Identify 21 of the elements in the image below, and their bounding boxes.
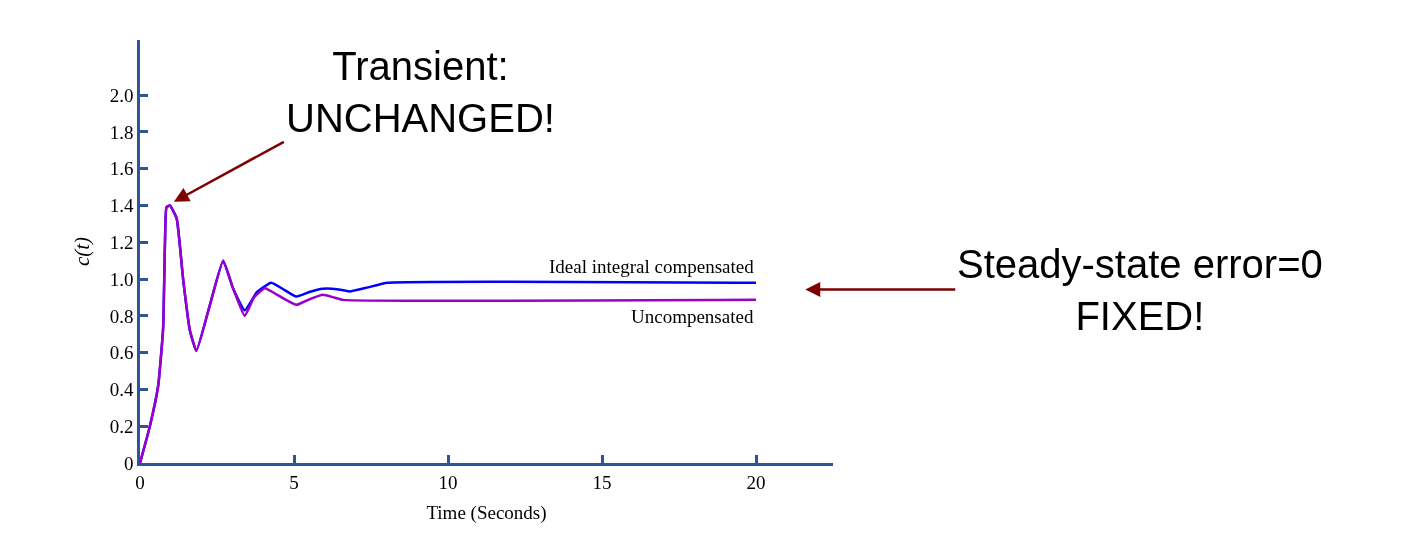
y-axis-title: c(t): [69, 236, 94, 267]
x-tick-label: 15: [592, 471, 612, 493]
x-tick-label: 5: [289, 471, 299, 493]
y-tick-label: 1.8: [109, 121, 134, 143]
y-tick-label: 1.6: [109, 158, 134, 180]
series-label: Ideal integral compensated: [549, 256, 755, 277]
text: Steady-state error=0 FIXED!: [957, 242, 1323, 338]
y-tick-label: 2.0: [109, 84, 134, 106]
x-tick-label: 10: [438, 471, 458, 493]
x-axis-title: Time (Seconds): [426, 502, 547, 525]
y-tick-label: 0.8: [109, 305, 134, 327]
y-tick-label: 0: [123, 452, 134, 474]
series-label: Uncompensated: [631, 306, 754, 327]
y-tick-label: 0.6: [109, 342, 134, 364]
annotation: Transient: UNCHANGED!: [286, 44, 555, 140]
y-tick-label: 1.0: [109, 268, 134, 290]
y-tick-label: 0.2: [109, 415, 134, 437]
y-tick-label: 1.4: [109, 195, 134, 217]
x-tick-label: 20: [746, 471, 766, 493]
y-tick-label: 1.2: [109, 231, 134, 253]
y-tick-label: 0.4: [109, 379, 134, 401]
